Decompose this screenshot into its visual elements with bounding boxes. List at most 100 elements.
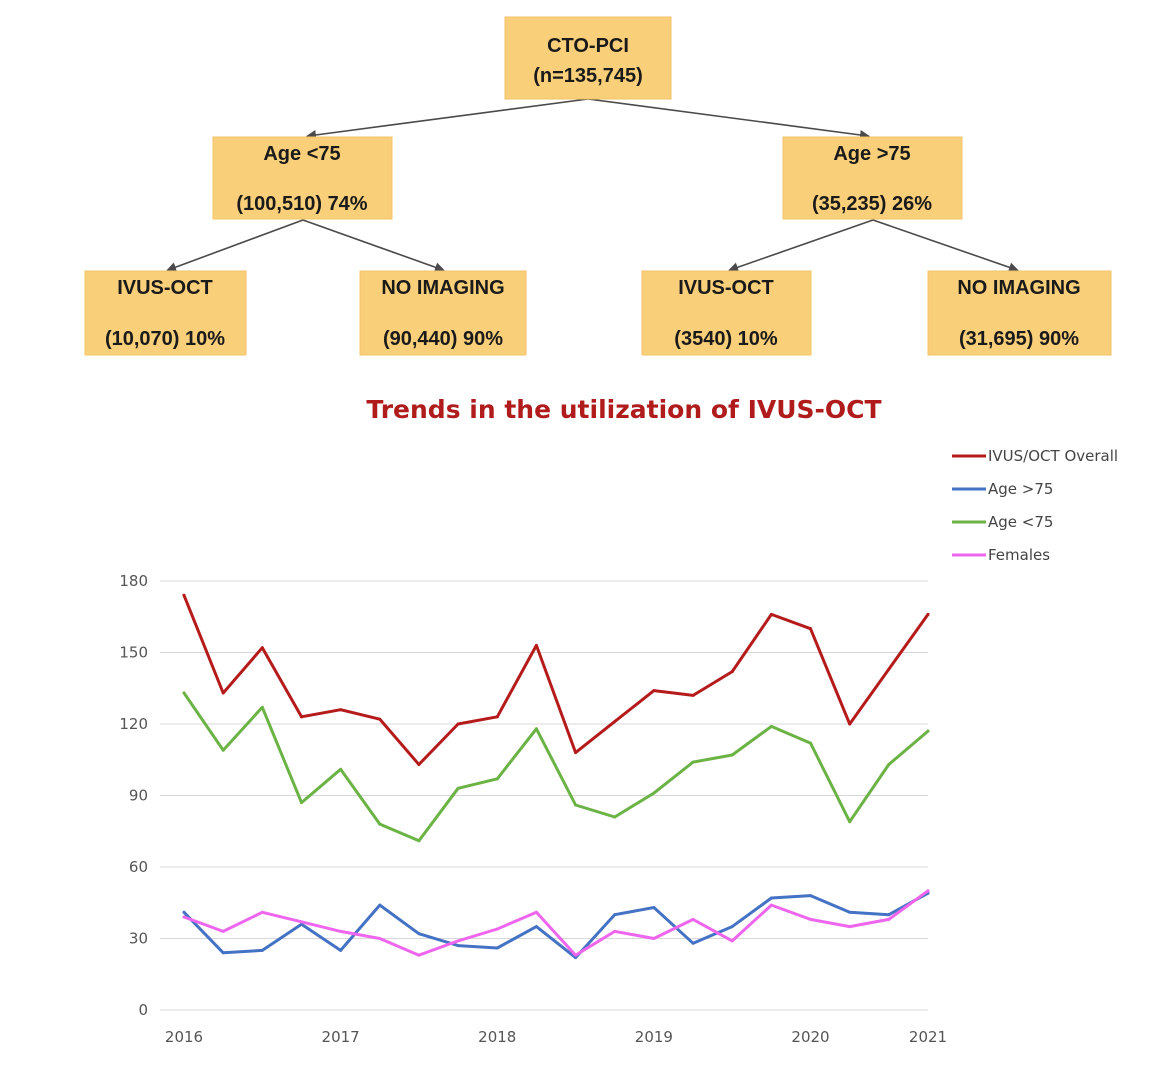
data-point-females bbox=[456, 939, 460, 943]
data-point-females bbox=[417, 953, 421, 957]
data-point-females bbox=[691, 917, 695, 921]
data-point-ivus-oct-overall bbox=[417, 763, 421, 767]
data-point-age-75 bbox=[652, 906, 656, 910]
data-point-age-75 bbox=[613, 815, 617, 819]
data-point-ivus-oct-overall bbox=[182, 593, 186, 597]
data-point-age-75 bbox=[339, 948, 343, 952]
data-point-age-75 bbox=[887, 763, 891, 767]
data-point-females bbox=[260, 910, 264, 914]
data-point-ivus-oct-overall bbox=[730, 670, 734, 674]
data-point-females bbox=[652, 937, 656, 940]
node-age-under-75-box bbox=[212, 136, 393, 220]
node-age-over-75-box bbox=[782, 136, 963, 220]
data-point-females bbox=[221, 929, 225, 933]
data-point-ivus-oct-overall bbox=[769, 612, 773, 616]
data-point-females bbox=[613, 929, 617, 933]
data-point-age-75 bbox=[260, 948, 264, 952]
node-under-75-imaging: IVUS-OCT (10,070) 10% bbox=[84, 270, 247, 356]
node-age-over-75-title: Age >75 bbox=[833, 143, 910, 165]
y-tick-label: 150 bbox=[119, 644, 148, 662]
data-point-ivus-oct-overall bbox=[574, 751, 578, 755]
node-over-75-imaging-title: IVUS-OCT bbox=[678, 277, 774, 299]
data-point-ivus-oct-overall bbox=[299, 715, 303, 719]
node-age-over-75: Age >75 (35,235) 26% bbox=[782, 136, 963, 220]
legend: IVUS/OCT Overall Age >75 Age <75 Females bbox=[952, 447, 1118, 564]
data-point-age-75 bbox=[221, 748, 225, 752]
data-point-age-75 bbox=[926, 729, 930, 733]
node-under-75-imaging-count: (10,070) 10% bbox=[105, 328, 225, 350]
flow-tree: CTO-PCI (n=135,745) Age <75 (100,510) 74… bbox=[84, 16, 1112, 356]
node-over-75-imaging: IVUS-OCT (3540) 10% bbox=[641, 270, 812, 356]
node-age-under-75-count: (100,510) 74% bbox=[236, 193, 367, 215]
data-point-ivus-oct-overall bbox=[613, 720, 617, 724]
arrow-root-left bbox=[306, 98, 589, 140]
data-point-age-75 bbox=[730, 925, 734, 929]
node-root-title: CTO-PCI bbox=[547, 35, 629, 57]
chart-title: Trends in the utilization of IVUS-OCT bbox=[366, 395, 881, 424]
data-point-age-75 bbox=[299, 801, 303, 805]
data-point-age-75 bbox=[182, 691, 186, 695]
arrow-right-noimaging bbox=[872, 219, 1019, 273]
data-point-age-75 bbox=[182, 910, 186, 914]
data-point-females bbox=[926, 889, 930, 893]
node-under-75-no-imaging: NO IMAGING (90,440) 90% bbox=[359, 270, 527, 356]
data-point-ivus-oct-overall bbox=[848, 722, 852, 726]
data-point-females bbox=[574, 953, 578, 957]
data-point-age-75 bbox=[887, 913, 891, 917]
data-point-age-75 bbox=[574, 803, 578, 807]
data-point-females bbox=[299, 920, 303, 924]
y-tick-label: 30 bbox=[129, 930, 148, 948]
data-point-age-75 bbox=[456, 944, 460, 948]
node-age-under-75: Age <75 (100,510) 74% bbox=[212, 136, 393, 220]
data-point-females bbox=[730, 939, 734, 943]
data-point-age-75 bbox=[417, 839, 421, 843]
data-point-age-75 bbox=[769, 724, 773, 728]
data-point-age-75 bbox=[495, 946, 499, 950]
y-tick-label: 180 bbox=[119, 572, 148, 590]
series-line-females bbox=[182, 889, 930, 957]
legend-label-females: Females bbox=[988, 546, 1050, 564]
x-tick-label: 2020 bbox=[791, 1028, 829, 1046]
node-under-75-imaging-box bbox=[84, 270, 247, 356]
y-tick-label: 0 bbox=[138, 1001, 148, 1019]
node-over-75-no-imaging-title: NO IMAGING bbox=[957, 277, 1080, 299]
data-point-age-75 bbox=[456, 786, 460, 790]
data-point-age-75 bbox=[378, 822, 382, 826]
data-point-age-75 bbox=[534, 727, 538, 731]
data-point-females bbox=[182, 915, 186, 919]
data-point-ivus-oct-overall bbox=[534, 643, 538, 647]
x-tick-label: 2016 bbox=[165, 1028, 203, 1046]
data-point-age-75 bbox=[730, 753, 734, 757]
data-point-ivus-oct-overall bbox=[221, 691, 225, 695]
data-point-age-75 bbox=[848, 820, 852, 824]
data-point-age-75 bbox=[691, 941, 695, 945]
data-point-age-75 bbox=[221, 951, 225, 955]
data-point-age-75 bbox=[339, 767, 343, 771]
data-point-age-75 bbox=[378, 903, 382, 907]
legend-label-age-75: Age <75 bbox=[988, 513, 1053, 531]
data-point-age-75 bbox=[809, 741, 813, 745]
node-under-75-no-imaging-box bbox=[359, 270, 527, 356]
node-root: CTO-PCI (n=135,745) bbox=[504, 16, 672, 100]
legend-label-age-75: Age >75 bbox=[988, 480, 1053, 498]
arrow-left-imaging bbox=[166, 219, 304, 272]
line-chart: 0 30 60 90 120 150 180 2016 2017 2018 2019 2020 202… bbox=[119, 572, 947, 1046]
node-over-75-imaging-box bbox=[641, 270, 812, 356]
data-point-ivus-oct-overall bbox=[926, 612, 930, 616]
data-point-females bbox=[769, 903, 773, 907]
x-tick-label: 2017 bbox=[322, 1028, 360, 1046]
series-line-age-75 bbox=[182, 691, 930, 843]
node-root-count: (n=135,745) bbox=[533, 65, 643, 87]
node-root-box bbox=[504, 16, 672, 100]
y-tick-label: 120 bbox=[119, 715, 148, 733]
data-point-females bbox=[378, 937, 382, 940]
data-point-females bbox=[495, 927, 499, 931]
data-point-ivus-oct-overall bbox=[652, 689, 656, 693]
data-point-age-75 bbox=[613, 913, 617, 917]
data-point-age-75 bbox=[417, 932, 421, 936]
node-age-under-75-title: Age <75 bbox=[263, 143, 340, 165]
node-under-75-no-imaging-count: (90,440) 90% bbox=[383, 328, 503, 350]
data-point-females bbox=[534, 910, 538, 914]
y-tick-label: 60 bbox=[129, 858, 148, 876]
